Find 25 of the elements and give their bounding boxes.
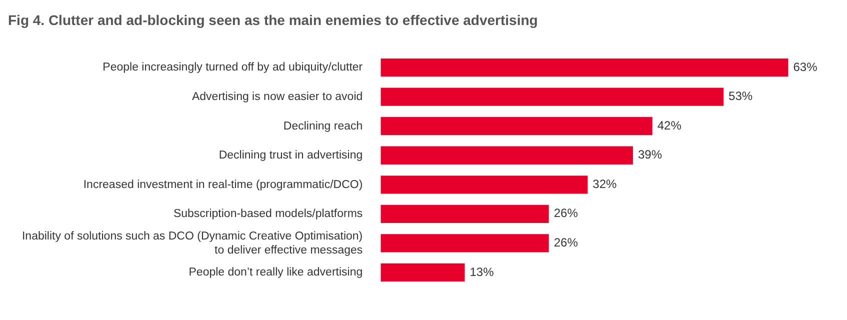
data-label: 53% [728,89,753,104]
y-tick-label: Inability of solutions such as DCO (Dynamic Creative Optimisation) to deliver effective messages [22,230,363,256]
data-label: 26% [554,236,578,250]
bar [380,88,724,106]
y-tick-label: Increased investment in real-time (programmatic/DCO) [83,178,363,191]
chart-title: Fig 4. Clutter and ad-blocking seen as the main enemies to effective advertising [8,11,539,30]
y-tick-label: People increasingly turned off by ad ubiquity/clutter [102,62,363,74]
bar [380,204,549,223]
data-label: 13% [470,264,494,279]
data-label: 63% [793,60,818,74]
bar [380,176,588,194]
y-tick-label: Subscription-based models/platforms [173,208,363,220]
data-label: 42% [657,118,682,132]
y-tick-label: Declining trust in advertising [218,150,363,162]
bar [380,146,633,164]
y-tick-label: People don’t really like advertising [188,266,363,279]
y-tick-label: Advertising is now easier to avoid [192,90,363,103]
bar [380,58,788,77]
y-tick-label: Declining reach [283,120,363,132]
data-label: 39% [638,148,662,162]
bar [380,117,652,136]
bar [380,234,549,252]
data-label: 26% [554,206,578,220]
data-label: 32% [592,176,618,191]
bar [380,263,465,282]
